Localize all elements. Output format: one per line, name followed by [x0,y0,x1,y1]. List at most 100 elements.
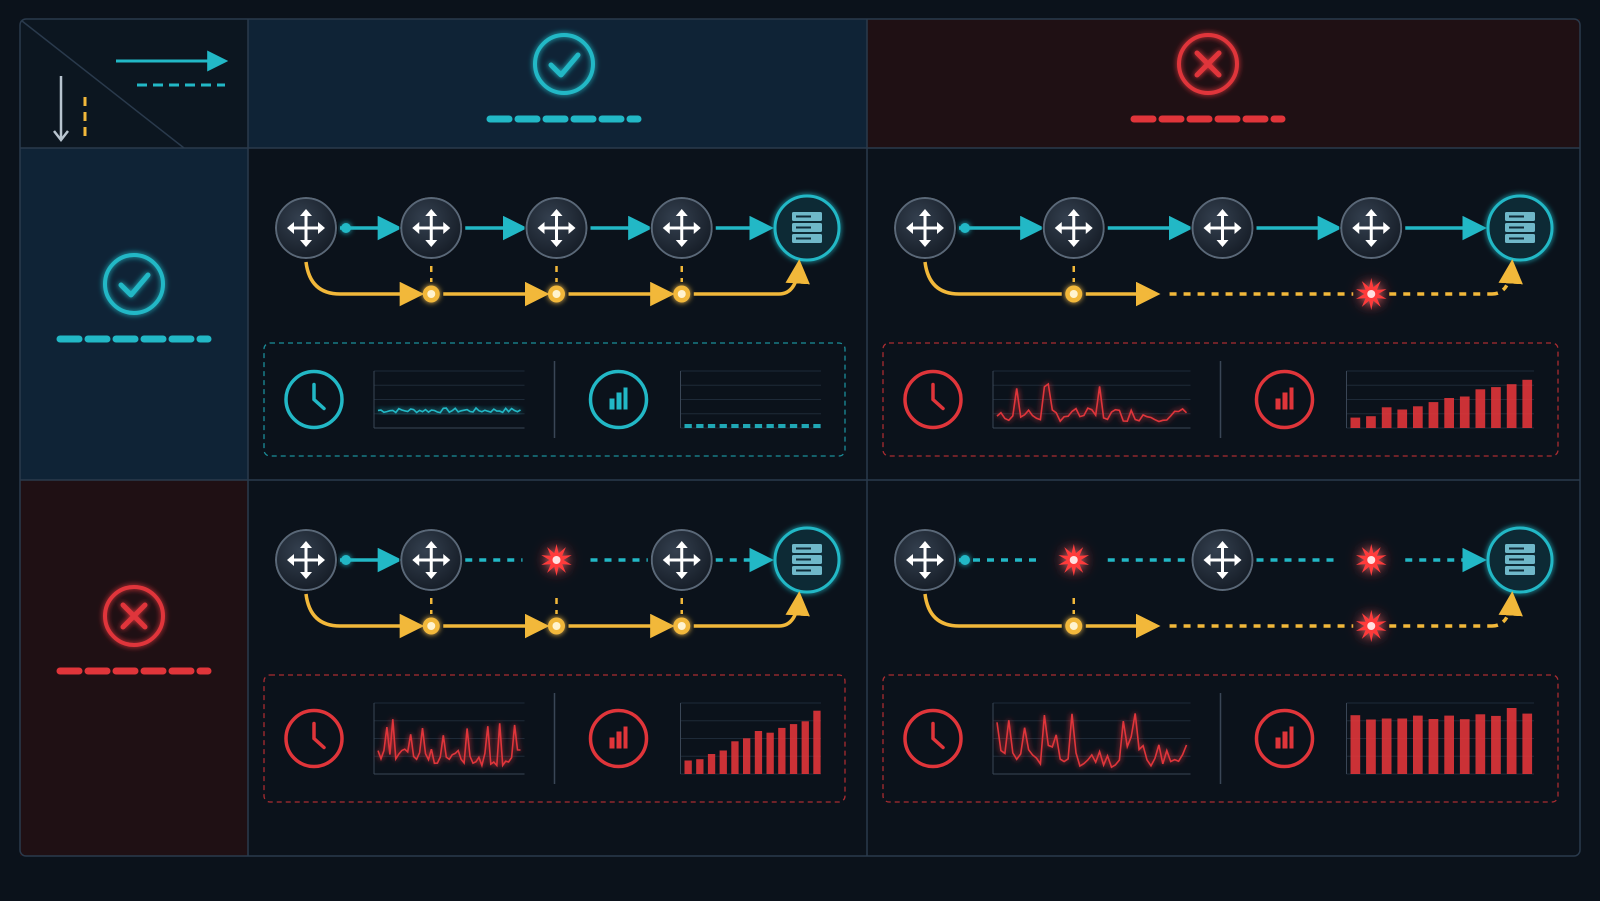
load-bar [778,727,786,774]
failure-burst [1356,610,1387,642]
load-bar [813,710,821,774]
router-arrows-icon [537,209,576,247]
load-bar [696,424,704,428]
row-failure-icon [103,585,165,647]
router-node [893,528,957,592]
relay-node [1065,285,1083,303]
relay-node [1065,617,1083,635]
load-bar [684,424,692,428]
path-start-dot [341,223,351,233]
load-bar [719,424,727,428]
relay-node [548,617,565,635]
load-bar [1397,718,1408,774]
load-bar [1413,406,1423,428]
backup-path-end [1491,591,1523,628]
router-node [1190,196,1255,260]
clock-icon [903,708,963,769]
router-node [1190,528,1255,592]
bar-chart-icon [588,369,649,430]
load-bar [743,424,751,428]
router-node [893,196,957,260]
server-icon [1505,544,1535,575]
load-bar [1475,714,1486,774]
server-node [773,526,841,594]
router-arrows-icon [287,209,325,247]
load-bar [1428,402,1439,428]
server-node [773,194,841,262]
header-success-bg [248,19,867,148]
load-bar [766,424,774,428]
corner-bg [20,19,248,148]
load-bar [1413,715,1423,774]
latency-sparkline [992,370,1191,429]
load-bar [1381,407,1392,428]
router-arrows-icon [1203,541,1242,579]
metrics-panel [263,342,846,457]
load-bar [1506,708,1517,774]
load-bar [684,760,692,774]
bar-chart-icon [588,708,649,769]
relay-node [422,285,440,303]
router-node [649,528,714,592]
load-bar [1381,718,1392,774]
relay-node [422,617,440,635]
dynamic-layer [56,33,1559,803]
load-bar [1491,387,1501,428]
path-start-dot [960,555,970,565]
load-bar [1491,715,1501,774]
load-bar [696,759,704,774]
path-start-dot [960,223,970,233]
server-icon [792,212,822,243]
latency-sparkline [992,702,1191,775]
router-arrows-icon [906,541,944,579]
load-bar [778,424,786,428]
load-bars [680,370,821,429]
column-success-icon [533,33,595,95]
load-bar [754,424,763,428]
router-node [1041,196,1106,260]
router-node [524,196,589,260]
grid-lines [19,18,1581,857]
server-icon [1505,212,1535,243]
backup-path-end [1491,259,1523,296]
metrics-panel [263,674,846,803]
path-start-dot [341,555,351,565]
load-bar [1459,719,1470,774]
load-bar [1475,389,1486,428]
load-bar [1506,384,1517,428]
failure-burst [1058,544,1089,576]
failure-burst [541,544,572,576]
load-bar [743,738,751,774]
router-arrows-icon [1203,209,1242,247]
router-arrows-icon [1352,209,1391,247]
relay-node [673,617,691,635]
router-arrows-icon [906,209,944,247]
router-arrows-icon [287,541,325,579]
column-failure-icon [1177,33,1239,95]
router-node [399,528,464,592]
load-bar [789,724,798,774]
clock-icon [903,369,963,430]
router-arrows-icon [412,541,451,579]
router-arrows-icon [662,209,701,247]
server-icon [792,544,822,575]
load-bar [1444,715,1454,774]
load-bar [707,424,716,428]
load-bar [1397,409,1408,428]
router-arrows-icon [1054,209,1093,247]
router-arrows-icon [662,541,701,579]
load-bar [1428,719,1439,774]
load-bar [1366,719,1376,774]
load-bar [789,424,798,428]
metrics-panel [882,674,1559,803]
server-node [1486,526,1554,594]
latency-sparkline [373,370,525,429]
backup-path-end [778,259,810,296]
relay-node [548,285,565,303]
load-bar [1444,398,1454,428]
bar-chart-icon [1254,369,1315,430]
bar-chart-icon [1254,708,1315,769]
load-bar [731,741,739,774]
